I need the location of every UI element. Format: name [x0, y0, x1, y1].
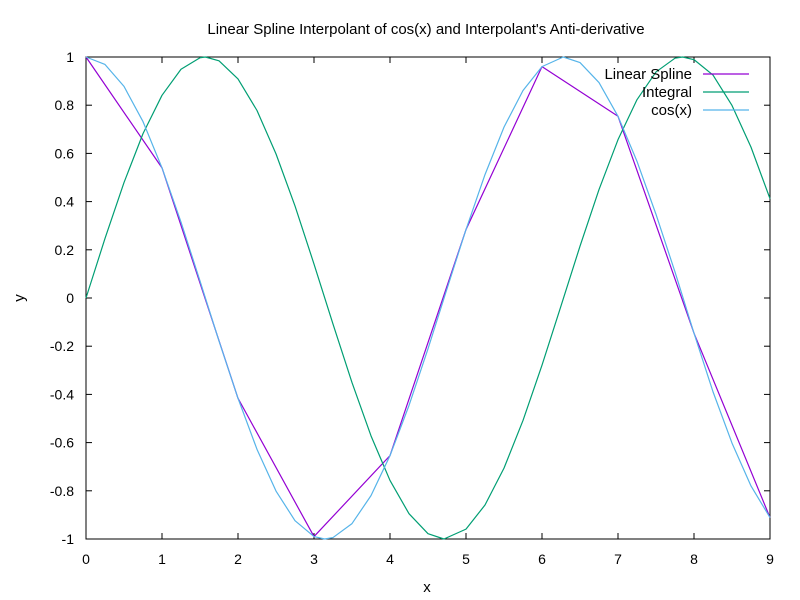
legend-label-1: Integral [642, 84, 692, 101]
y-tick-label: -1 [62, 531, 75, 547]
x-axis-label: x [423, 579, 431, 596]
x-tick-label: 1 [158, 551, 166, 567]
x-tick-label: 7 [614, 551, 622, 567]
x-tick-label: 6 [538, 551, 546, 567]
y-axis-label: y [11, 294, 28, 302]
y-tick-label: -0.4 [50, 386, 74, 402]
ticks-layer: 0 1 2 3 4 5 6 7 8 9 -1 -0.8 -0.6 -0.4 -0.2 0 0.2 0.4 0.6 0.… [50, 49, 774, 567]
y-tick-label: 1 [66, 49, 74, 65]
x-tick-label: 0 [82, 551, 90, 567]
x-tick-label: 2 [234, 551, 242, 567]
x-tick-label: 9 [766, 551, 774, 567]
legend-label-2: cos(x) [651, 102, 692, 119]
plot-frame [85, 56, 771, 540]
x-tick-label: 5 [462, 551, 470, 567]
series-layer [85, 56, 771, 540]
series-line-0 [85, 56, 771, 538]
y-tick-label: 0.8 [55, 97, 75, 113]
y-tick-label: 0.6 [55, 145, 75, 161]
series-line-1 [85, 56, 771, 540]
y-tick-label: -0.6 [50, 435, 74, 451]
series-line-2 [85, 56, 771, 540]
y-tick-label: -0.2 [50, 338, 74, 354]
x-tick-label: 3 [310, 551, 318, 567]
y-tick-label: -0.8 [50, 483, 74, 499]
chart-title: Linear Spline Interpolant of cos(x) and … [207, 21, 644, 38]
axes-layer [85, 56, 771, 540]
y-tick-label: 0.4 [55, 194, 75, 210]
x-tick-label: 8 [690, 551, 698, 567]
x-tick-label: 4 [386, 551, 394, 567]
legend-label-0: Linear Spline [604, 66, 692, 83]
y-tick-label: 0 [66, 290, 74, 306]
y-tick-label: 0.2 [55, 242, 75, 258]
